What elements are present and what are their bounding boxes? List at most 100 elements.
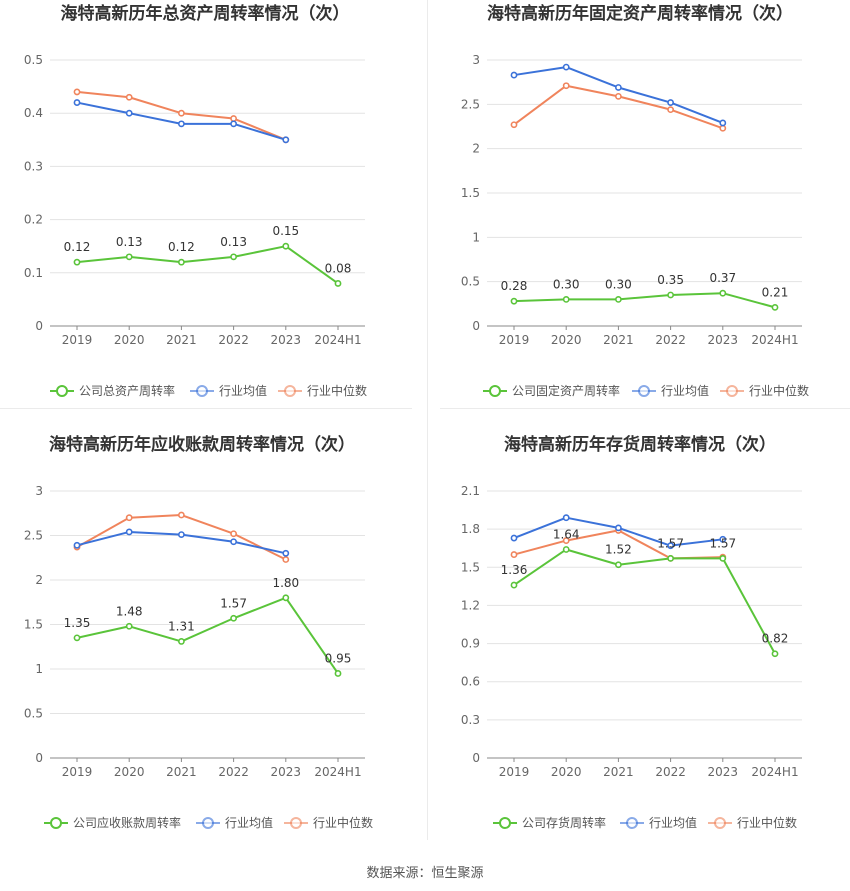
series-line-company (513, 292, 776, 309)
y-tick-label: 2.1 (461, 484, 480, 498)
y-tick-label: 1 (35, 662, 43, 676)
legend-label: 行业中位数 (313, 815, 373, 830)
legend-item-average: 行业均值 (190, 383, 267, 398)
legend-label: 行业中位数 (737, 815, 797, 830)
x-tick-label: 2020 (551, 765, 582, 779)
y-tick-label: 0.5 (24, 707, 43, 721)
y-tick-label: 0.4 (24, 106, 43, 120)
legend-item-average: 行业均值 (196, 815, 273, 830)
data-point-median (177, 511, 185, 519)
data-point-average (282, 136, 290, 144)
data-label: 0.08 (325, 261, 352, 275)
data-point-company (334, 670, 342, 677)
data-label: 0.12 (64, 240, 91, 254)
data-label: 1.52 (605, 543, 632, 557)
data-label: 0.21 (762, 285, 789, 299)
y-tick-label: 0.3 (24, 159, 43, 173)
data-point-average (615, 524, 622, 532)
data-point-company (73, 634, 81, 642)
legend-label: 行业中位数 (749, 383, 809, 398)
data-point-median (510, 551, 518, 558)
y-tick-label: 0.6 (461, 675, 480, 689)
chart-title: 海特高新历年应收账款周转率情况（次） (49, 434, 355, 455)
x-tick-label: 2019 (62, 765, 93, 779)
legend-swatch-marker (626, 817, 638, 829)
data-point-company (771, 303, 779, 311)
y-tick-label: 2 (472, 142, 480, 156)
legend-swatch-marker (726, 385, 738, 397)
chart-title: 海特高新历年总资产周转率情况（次） (61, 3, 350, 24)
data-point-average (562, 63, 570, 71)
data-label: 0.95 (325, 651, 352, 665)
data-point-company (177, 638, 185, 645)
data-point-median (562, 537, 570, 544)
data-point-average (282, 549, 290, 557)
y-tick-label: 0 (472, 319, 480, 333)
x-tick-label: 2019 (499, 333, 530, 347)
x-tick-label: 2024H1 (314, 765, 361, 779)
x-tick-label: 2020 (114, 765, 145, 779)
data-label: 0.37 (709, 271, 736, 285)
legend-swatch-marker (499, 817, 511, 829)
data-point-company (510, 581, 518, 589)
x-tick-label: 2024H1 (314, 333, 361, 347)
data-point-median (719, 124, 727, 132)
y-tick-label: 0.5 (461, 275, 480, 289)
y-tick-label: 1.5 (461, 560, 480, 574)
data-point-average (125, 109, 133, 117)
y-tick-label: 0.5 (24, 53, 43, 67)
y-tick-label: 3 (35, 484, 43, 498)
data-point-company (719, 554, 727, 562)
legend-swatch-marker (196, 385, 208, 397)
y-tick-label: 1.2 (461, 598, 480, 612)
data-point-company (177, 258, 185, 266)
legend-item-company: 公司总资产周转率 (50, 383, 175, 398)
chart-panel-3: 海特高新历年应收账款周转率情况（次） 0 0.5 1 1.5 2 2.5 3 2019 2020 2… (24, 434, 373, 830)
data-label: 1.57 (220, 596, 247, 610)
x-tick-label: 2023 (271, 333, 302, 347)
chart-panel-1: 海特高新历年总资产周转率情况（次） 0 0.1 0.2 0.3 0.4 0.5 2019 202… (24, 3, 367, 398)
data-point-average (510, 534, 518, 542)
data-label: 0.13 (116, 235, 143, 249)
legend-swatch-marker (284, 385, 296, 397)
x-tick-label: 2023 (271, 765, 302, 779)
chart-title: 海特高新历年固定资产周转率情况（次） (487, 3, 793, 24)
data-point-average (125, 528, 133, 536)
legend-swatch-marker (50, 817, 62, 829)
y-tick-label: 0 (35, 751, 43, 765)
series-line-median (513, 84, 724, 130)
legend-label: 行业均值 (225, 815, 273, 830)
data-point-company (615, 561, 622, 569)
data-point-average (719, 535, 727, 543)
series-line-company (76, 245, 339, 285)
data-point-company (771, 650, 779, 658)
legend-swatch-marker (714, 817, 726, 829)
data-point-average (562, 514, 570, 522)
legend-label: 公司存货周转率 (522, 815, 606, 830)
y-tick-label: 2.5 (24, 529, 43, 543)
legend-item-median: 行业中位数 (720, 383, 809, 398)
data-label: 0.30 (605, 277, 632, 291)
data-point-median (510, 121, 518, 129)
data-label: 1.35 (64, 616, 91, 630)
data-point-company (125, 622, 133, 630)
legend-label: 行业均值 (649, 815, 697, 830)
data-label: 0.12 (168, 240, 195, 254)
data-point-median (230, 115, 237, 122)
data-label: 1.31 (168, 619, 195, 633)
series-line-company (76, 596, 339, 675)
data-point-company (230, 253, 237, 261)
data-point-company (615, 295, 622, 303)
x-tick-label: 2021 (603, 765, 634, 779)
x-tick-label: 2021 (166, 765, 197, 779)
data-label: 0.15 (272, 224, 299, 238)
horizontal-divider-left (0, 408, 412, 409)
data-point-company (282, 594, 290, 602)
legend-label: 公司总资产周转率 (79, 383, 175, 398)
data-label: 1.57 (657, 536, 684, 550)
data-point-median (177, 109, 185, 117)
x-tick-label: 2019 (62, 333, 93, 347)
data-point-median (125, 93, 133, 101)
legend-swatch-marker (638, 385, 650, 397)
